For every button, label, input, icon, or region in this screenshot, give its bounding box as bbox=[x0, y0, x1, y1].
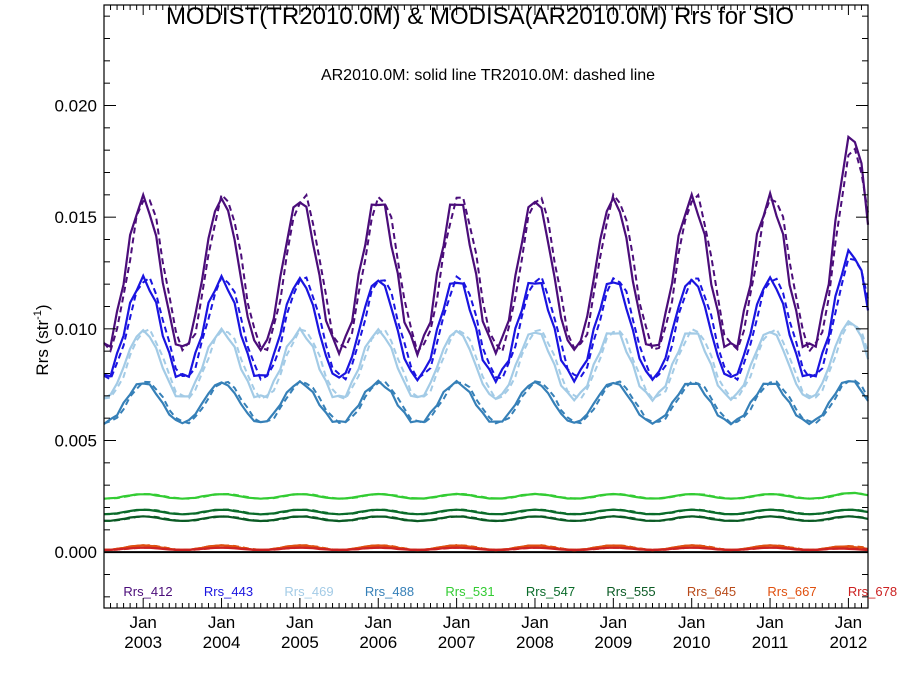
x-tick-month: Jan bbox=[835, 613, 862, 632]
series-line-rrs-412-tr bbox=[103, 147, 869, 354]
x-tick-month: Jan bbox=[443, 613, 470, 632]
x-tick-year: 2004 bbox=[203, 633, 241, 652]
x-tick-month: Jan bbox=[756, 613, 783, 632]
x-tick-year: 2010 bbox=[673, 633, 711, 652]
x-tick-year: 2011 bbox=[752, 633, 789, 652]
legend-entry: Rrs_469 bbox=[284, 584, 333, 599]
y-tick-label: 0.020 bbox=[54, 97, 97, 116]
series-line-rrs-531-tr bbox=[103, 491, 869, 500]
series-line-rrs-555-tr bbox=[103, 515, 869, 523]
y-tick-label: 0.015 bbox=[54, 208, 97, 227]
line-style-annotation: AR2010.0M: solid line TR2010.0M: dashed … bbox=[321, 67, 655, 84]
x-tick-month: Jan bbox=[286, 613, 313, 632]
legend-entry: Rrs_645 bbox=[687, 584, 736, 599]
y-tick-label: 0.005 bbox=[54, 432, 97, 451]
axes: Jan2003Jan2004Jan2005Jan2006Jan2007Jan20… bbox=[54, 5, 869, 652]
x-tick-year: 2003 bbox=[124, 633, 162, 652]
series-line-rrs-469-tr bbox=[103, 322, 869, 401]
x-tick-month: Jan bbox=[129, 613, 156, 632]
series-line-rrs-469-ar bbox=[103, 319, 870, 403]
x-tick-month: Jan bbox=[365, 613, 392, 632]
x-tick-year: 2005 bbox=[281, 633, 319, 652]
x-tick-month: Jan bbox=[521, 613, 548, 632]
legend-entry: Rrs_531 bbox=[445, 584, 494, 599]
series-line-rrs-443-ar bbox=[103, 247, 870, 385]
x-tick-year: 2007 bbox=[438, 633, 476, 652]
series-line-rrs-547-tr bbox=[104, 508, 869, 516]
x-tick-year: 2009 bbox=[594, 633, 632, 652]
x-tick-year: 2012 bbox=[829, 633, 867, 652]
x-tick-year: 2008 bbox=[516, 633, 554, 652]
series-line-rrs-678-tr bbox=[103, 546, 869, 552]
legend-entry: Rrs_443 bbox=[204, 584, 253, 599]
y-tick-label: 0.010 bbox=[54, 320, 97, 339]
chart-title: MODIST(TR2010.0M) & MODISA(AR2010.0M) Rr… bbox=[166, 3, 794, 30]
y-tick-label: 0.000 bbox=[54, 543, 97, 562]
legend-entry: Rrs_678 bbox=[848, 584, 897, 599]
plot-area bbox=[103, 134, 870, 554]
legend-entry: Rrs_412 bbox=[123, 584, 172, 599]
legend: Rrs_412 Rrs_443 Rrs_469 Rrs_488 Rrs_531 Rrs_5… bbox=[123, 584, 897, 599]
y-axis-label: Rrs (str-1) bbox=[32, 304, 52, 375]
series-line-rrs-412-ar bbox=[103, 134, 870, 359]
series-line-rrs-443-tr bbox=[103, 257, 869, 382]
legend-entry: Rrs_667 bbox=[767, 584, 816, 599]
legend-entry: Rrs_547 bbox=[526, 584, 575, 599]
series-line-rrs-488-ar bbox=[103, 379, 869, 426]
x-tick-year: 2006 bbox=[359, 633, 397, 652]
legend-entry: Rrs_488 bbox=[365, 584, 414, 599]
x-tick-month: Jan bbox=[600, 613, 627, 632]
x-tick-month: Jan bbox=[208, 613, 235, 632]
legend-entry: Rrs_555 bbox=[606, 584, 655, 599]
x-tick-month: Jan bbox=[678, 613, 705, 632]
